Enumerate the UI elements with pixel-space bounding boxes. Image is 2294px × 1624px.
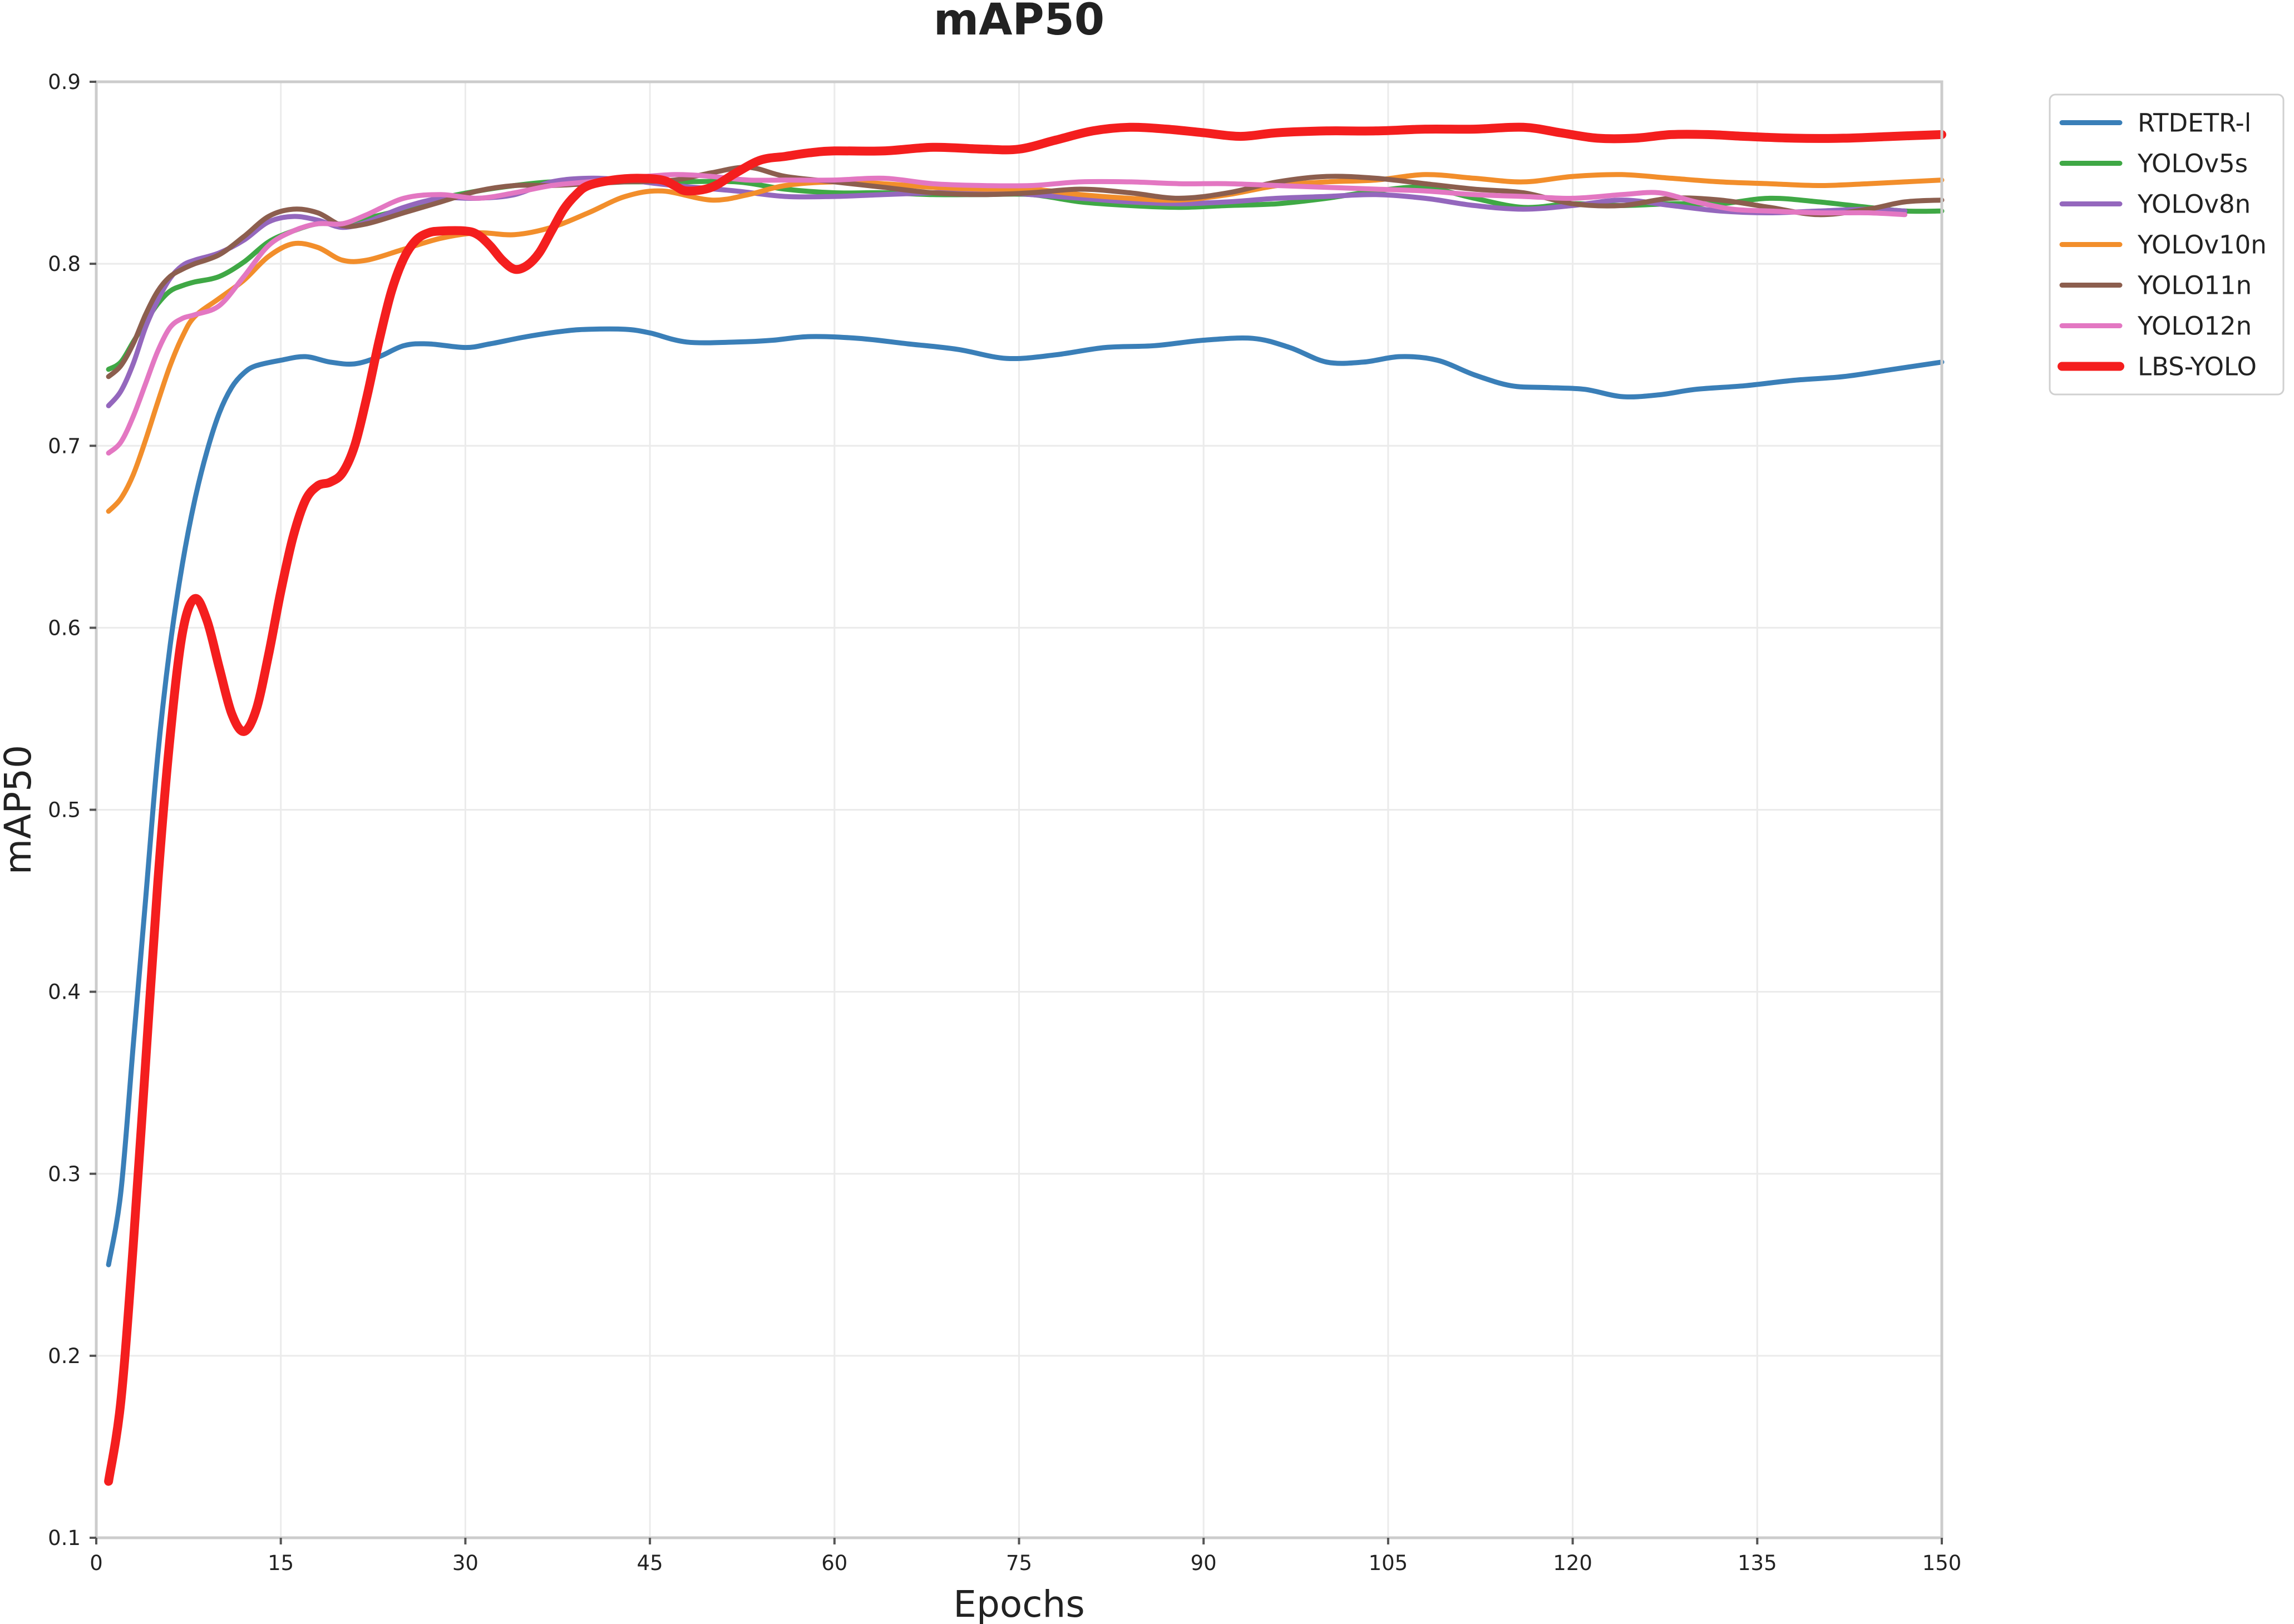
x-axis-label: Epochs [953, 1583, 1084, 1624]
y-tick-label: 0.4 [48, 980, 81, 1004]
axis-ticks: 0 15 30 45 60 75 90 105 120 135 150 0.1 0.2 0.3 0.4 0.5… [48, 70, 1961, 1575]
x-tick-label: 90 [1191, 1551, 1217, 1575]
x-tick-label: 120 [1553, 1551, 1592, 1575]
legend: RTDETR-l YOLOv5s YOLOv8n YOLOv10n YOLO11n YOL… [2049, 93, 2285, 396]
x-tick-label: 15 [268, 1551, 294, 1575]
legend-label-yolov8n: YOLOv8n [2137, 190, 2251, 219]
legend-box [2049, 93, 2285, 396]
y-axis-label: mAP50 [0, 745, 40, 875]
legend-label-rtdetr-l: RTDETR-l [2138, 108, 2251, 138]
y-tick-label: 0.9 [48, 70, 81, 94]
x-tick-label: 60 [821, 1551, 847, 1575]
y-tick-label: 0.3 [48, 1162, 81, 1186]
x-tick-label: 105 [1369, 1551, 1408, 1575]
series-line-yolo12n [106, 172, 1908, 456]
x-tick-label: 0 [90, 1551, 103, 1575]
legend-label-yolov10n: YOLOv10n [2137, 230, 2267, 260]
y-tick-label: 0.1 [48, 1526, 81, 1550]
legend-label-yolo12n: YOLO12n [2137, 312, 2252, 341]
x-tick-label: 45 [637, 1551, 663, 1575]
legend-label-lbs-yolo: LBS-YOLO [2138, 352, 2257, 382]
chart-title: mAP50 [934, 0, 1104, 45]
y-tick-label: 0.8 [48, 252, 81, 276]
x-tick-label: 135 [1738, 1551, 1777, 1575]
legend-label-yolov5s: YOLOv5s [2137, 149, 2248, 179]
series-lines [104, 122, 1946, 1486]
x-tick-label: 150 [1922, 1551, 1962, 1575]
y-tick-label: 0.2 [48, 1344, 81, 1368]
x-tick-label: 75 [1006, 1551, 1032, 1575]
series-line-rtdetr-l [106, 326, 1945, 1267]
legend-label-yolo11n: YOLO11n [2137, 271, 2252, 300]
y-tick-label: 0.5 [48, 798, 81, 822]
x-tick-label: 30 [452, 1551, 478, 1575]
series-line-lbs-yolo [104, 122, 1946, 1486]
grid [95, 81, 1943, 1539]
y-tick-label: 0.6 [48, 616, 81, 640]
y-tick-label: 0.7 [48, 434, 81, 458]
